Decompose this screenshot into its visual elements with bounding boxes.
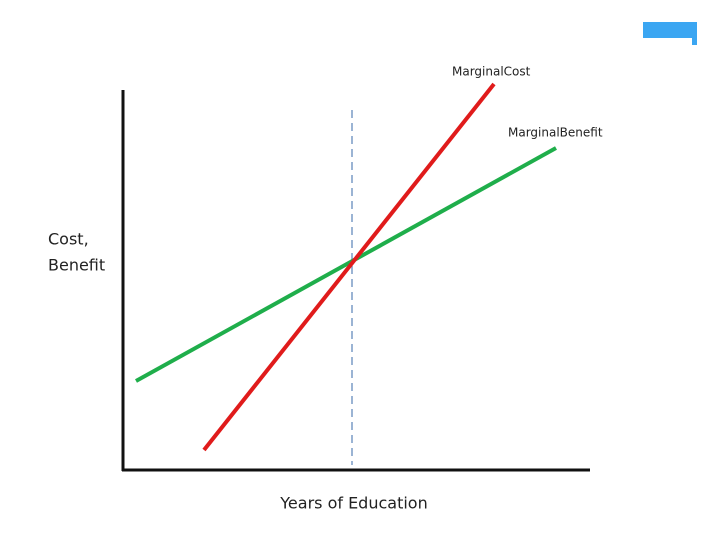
curve-label: MarginalBenefit [508,126,603,140]
y-axis-label: Cost, [48,230,89,249]
y-axis-label: Benefit [48,256,105,275]
corner-icon [643,22,697,45]
marginal-benefit-curve [135,146,557,383]
x-axis-label: Years of Education [279,494,427,513]
curve-label: MarginalCost [452,65,531,79]
marginal-cost-curve [202,82,496,452]
